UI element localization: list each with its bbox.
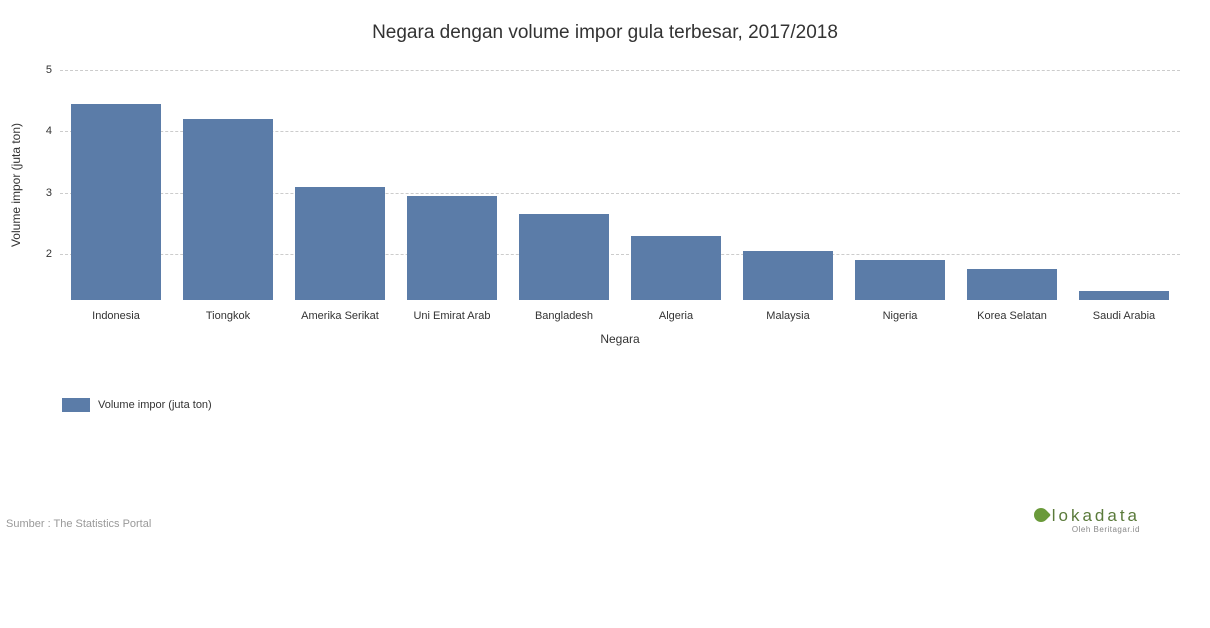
bar — [967, 269, 1057, 300]
bar — [855, 260, 945, 300]
x-axis-title: Negara — [60, 332, 1180, 346]
legend: Volume impor (juta ton) — [62, 398, 212, 412]
y-axis-label: Volume impor (juta ton) — [9, 123, 23, 247]
bar — [183, 119, 273, 300]
chart-title: Negara dengan volume impor gula terbesar… — [0, 0, 1210, 54]
brand-name: lokadata — [1034, 506, 1140, 526]
x-tick-label: Indonesia — [60, 300, 172, 322]
y-tick-label: 3 — [46, 187, 52, 199]
y-tick-label: 4 — [46, 125, 52, 137]
bar-slot — [60, 70, 172, 300]
x-tick-label: Nigeria — [844, 300, 956, 322]
bar-slot — [732, 70, 844, 300]
legend-label: Volume impor (juta ton) — [98, 399, 212, 411]
x-tick-label: Saudi Arabia — [1068, 300, 1180, 322]
bar-slot — [172, 70, 284, 300]
bar-slot — [1068, 70, 1180, 300]
bar-slot — [284, 70, 396, 300]
bar-slot — [956, 70, 1068, 300]
bar — [71, 104, 161, 300]
bar — [631, 236, 721, 300]
x-tick-label: Korea Selatan — [956, 300, 1068, 322]
chart-plot-area: 2345 Volume impor (juta ton) — [60, 70, 1180, 300]
y-tick-label: 2 — [46, 248, 52, 260]
y-tick-label: 5 — [46, 64, 52, 76]
x-tick-label: Algeria — [620, 300, 732, 322]
source-text: Sumber : The Statistics Portal — [6, 518, 151, 530]
bar-slot — [844, 70, 956, 300]
x-axis-labels: IndonesiaTiongkokAmerika SerikatUni Emir… — [60, 300, 1180, 322]
x-tick-label: Uni Emirat Arab — [396, 300, 508, 322]
bar-slot — [508, 70, 620, 300]
bar-slot — [396, 70, 508, 300]
bar — [519, 214, 609, 300]
brand-name-text: lokadata — [1052, 506, 1140, 525]
bar — [407, 196, 497, 300]
x-tick-label: Malaysia — [732, 300, 844, 322]
legend-swatch — [62, 398, 90, 412]
leaf-icon — [1031, 505, 1051, 525]
bar — [295, 187, 385, 300]
bar — [1079, 291, 1169, 300]
bar — [743, 251, 833, 300]
brand-logo: lokadata Oleh Beritagar.id — [1034, 506, 1140, 534]
bar-slot — [620, 70, 732, 300]
x-tick-label: Tiongkok — [172, 300, 284, 322]
x-tick-label: Bangladesh — [508, 300, 620, 322]
x-tick-label: Amerika Serikat — [284, 300, 396, 322]
brand-sub: Oleh Beritagar.id — [1034, 525, 1140, 534]
